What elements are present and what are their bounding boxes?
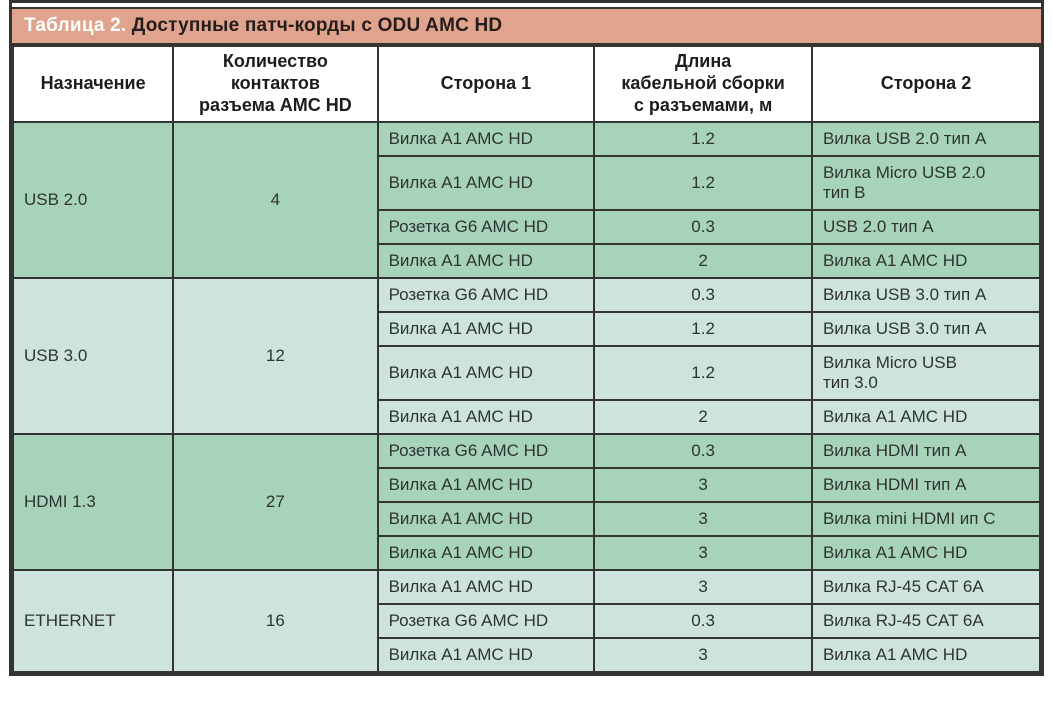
column-header: Назначение [11, 45, 175, 123]
cell-side1: Розетка G6 AMC HD [376, 209, 596, 245]
cell-length: 1.2 [593, 155, 813, 211]
table-row: Вилка A1 AMC HD 3 Вилка A1 AMC HD [13, 637, 1042, 673]
cell-length: 0.3 [593, 603, 813, 639]
table-row: Розетка G6 AMC HD 0.3 USB 2.0 тип A [13, 209, 1042, 245]
cell-length: 1.2 [593, 345, 813, 401]
cell-contacts: 16 [172, 569, 379, 673]
cell-side1: Вилка A1 AMC HD [376, 467, 596, 503]
cell-side2: Вилка A1 AMC HD [810, 399, 1042, 435]
table-row: HDMI 1.3 27 Розетка G6 AMC HD 0.3 Вилка HDMI… [11, 433, 1042, 571]
table-number-label: Таблица 2. [24, 15, 132, 36]
table-row: Вилка A1 AMC HD 3 Вилка A1 AMC HD [13, 535, 1042, 571]
table-row: USB 2.0 4 Вилка A1 AMC HD 1.2 Вилка USB 2.0 … [11, 121, 1042, 279]
table-row: Вилка A1 AMC HD 2 Вилка A1 AMC HD [13, 399, 1042, 435]
column-header: Сторона 1 [376, 45, 596, 123]
cell-contacts: 12 [172, 277, 379, 435]
cell-length: 1.2 [593, 311, 813, 347]
cell-length: 2 [593, 243, 813, 279]
cell-side1: Вилка A1 AMC HD [376, 569, 596, 605]
cell-length: 3 [593, 569, 813, 605]
cell-purpose: USB 2.0 [11, 121, 175, 279]
table-row: Вилка A1 AMC HD 2 Вилка A1 AMC HD [13, 243, 1042, 279]
cell-length: 1.2 [593, 121, 813, 157]
cell-purpose: USB 3.0 [11, 277, 175, 435]
cell-side1: Розетка G6 AMC HD [376, 433, 596, 469]
cell-side2: Вилка A1 AMC HD [810, 535, 1042, 571]
cell-length: 0.3 [593, 209, 813, 245]
cell-contacts: 27 [172, 433, 379, 571]
cell-side2: Вилка A1 AMC HD [810, 243, 1042, 279]
cell-side2: Вилка Micro USB 2.0 тип B [810, 155, 1042, 211]
table-body: USB 2.0 4 Вилка A1 AMC HD 1.2 Вилка USB 2.0 … [11, 121, 1042, 673]
cell-side1: Розетка G6 AMC HD [376, 603, 596, 639]
column-header: Длина кабельной сборки с разъемами, м [593, 45, 813, 123]
cell-side1: Вилка A1 AMC HD [376, 155, 596, 211]
table-row: Вилка A1 AMC HD 3 Вилка mini HDMI ип C [13, 501, 1042, 537]
cell-length: 0.3 [593, 433, 813, 469]
table-row: Вилка A1 AMC HD 1.2 Вилка USB 3.0 тип A [13, 311, 1042, 347]
table-row: USB 3.0 12 Розетка G6 AMC HD 0.3 Вилка USB 3… [11, 277, 1042, 435]
cell-length: 3 [593, 467, 813, 503]
table-row: Вилка A1 AMC HD 1.2 Вилка Micro USB 2.0 тип… [13, 155, 1042, 211]
cell-side2: Вилка RJ-45 CAT 6A [810, 603, 1042, 639]
cell-side2: Вилка HDMI тип A [810, 433, 1042, 469]
table-row: Вилка A1 AMC HD 3 Вилка HDMI тип A [13, 467, 1042, 503]
cell-purpose: HDMI 1.3 [11, 433, 175, 571]
column-header: Количество контактов разъема AMC HD [172, 45, 379, 123]
table-frame: Таблица 2. Доступные патч-корды с ODU AM… [9, 0, 1044, 676]
cell-side1: Вилка A1 AMC HD [376, 399, 596, 435]
cell-contacts: 4 [172, 121, 379, 279]
cell-length: 2 [593, 399, 813, 435]
cell-side1: Розетка G6 AMC HD [376, 277, 596, 313]
table-header: Назначение Количество контактов разъема AMC… [11, 45, 1042, 123]
cell-length: 3 [593, 535, 813, 571]
cell-side2: Вилка USB 3.0 тип A [810, 311, 1042, 347]
table-row: Вилка A1 AMC HD 1.2 Вилка Micro USB тип 3.0 [13, 345, 1042, 401]
cell-side2: Вилка USB 2.0 тип A [810, 121, 1042, 157]
column-header: Сторона 2 [810, 45, 1042, 123]
cell-side1: Вилка A1 AMC HD [376, 345, 596, 401]
cell-side2: Вилка Micro USB тип 3.0 [810, 345, 1042, 401]
cell-side2: USB 2.0 тип A [810, 209, 1042, 245]
cell-side1: Вилка A1 AMC HD [376, 121, 596, 157]
cell-side2: Вилка RJ-45 CAT 6A [810, 569, 1042, 605]
cell-side1: Вилка A1 AMC HD [376, 637, 596, 673]
cell-side2: Вилка USB 3.0 тип A [810, 277, 1042, 313]
cell-purpose: ETHERNET [11, 569, 175, 673]
table-row: ETHERNET 16 Вилка A1 AMC HD 3 Вилка RJ-45 CA… [11, 569, 1042, 673]
table-title-text: Доступные патч-корды с ODU AMC HD [131, 15, 503, 36]
table-title-bar: Таблица 2. Доступные патч-корды с ODU AM… [12, 7, 1041, 45]
cell-side1: Вилка A1 AMC HD [376, 535, 596, 571]
table-row: Розетка G6 AMC HD 0.3 Вилка RJ-45 CAT 6A [13, 603, 1042, 639]
cell-side1: Вилка A1 AMC HD [376, 311, 596, 347]
patch-cords-table: Назначение Количество контактов разъема AMC… [11, 45, 1042, 673]
cell-side1: Вилка A1 AMC HD [376, 243, 596, 279]
cell-side2: Вилка A1 AMC HD [810, 637, 1042, 673]
cell-side2: Вилка HDMI тип A [810, 467, 1042, 503]
cell-length: 3 [593, 501, 813, 537]
cell-side1: Вилка A1 AMC HD [376, 501, 596, 537]
top-spacer [12, 3, 1041, 7]
cell-length: 0.3 [593, 277, 813, 313]
cell-length: 3 [593, 637, 813, 673]
cell-side2: Вилка mini HDMI ип C [810, 501, 1042, 537]
